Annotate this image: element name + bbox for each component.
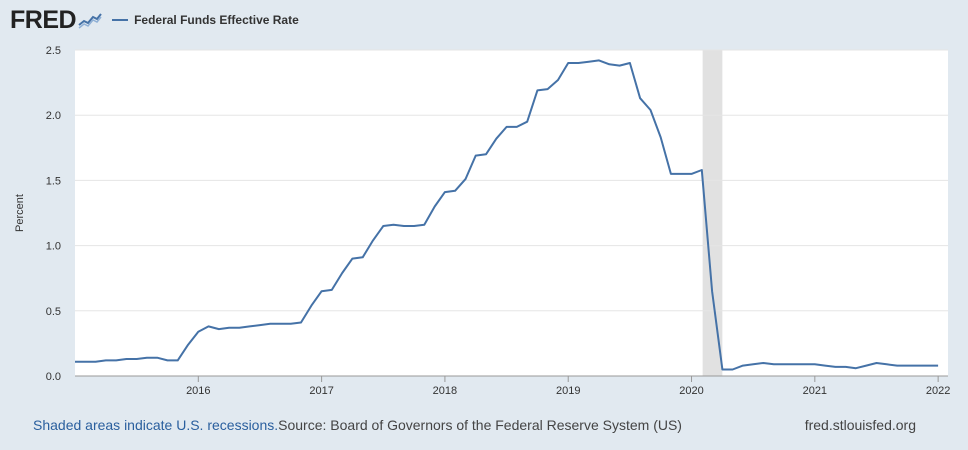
legend-line-swatch bbox=[112, 19, 129, 21]
y-tick-label: 0.5 bbox=[46, 306, 61, 318]
chart-footer: Shaded areas indicate U.S. recessions.So… bbox=[33, 417, 682, 433]
x-tick-label: 2017 bbox=[309, 385, 333, 397]
y-axis-title: Percent bbox=[14, 194, 26, 232]
series-layer bbox=[75, 59, 939, 371]
source-text: Source: Board of Governors of the Federa… bbox=[278, 417, 682, 433]
x-tick-label: 2020 bbox=[679, 385, 703, 397]
x-tick-label: 2021 bbox=[803, 385, 827, 397]
y-tick-label: 1.0 bbox=[46, 241, 61, 253]
recession-note-link[interactable]: Shaded areas indicate U.S. recessions. bbox=[33, 417, 279, 433]
x-tick-label: 2019 bbox=[556, 385, 580, 397]
x-tick-label: 2022 bbox=[926, 385, 950, 397]
plot-area bbox=[75, 50, 948, 376]
y-tick-label: 0.0 bbox=[46, 371, 61, 383]
y-tick-label: 2.5 bbox=[46, 45, 61, 57]
recession-layer bbox=[702, 50, 723, 376]
x-tick-label: 2018 bbox=[433, 385, 457, 397]
fred-logo-text: FRED bbox=[10, 5, 77, 34]
chart-legend: Federal Funds Effective Rate bbox=[112, 13, 299, 27]
series-line-fedfunds bbox=[75, 59, 939, 371]
line-chart: 0.00.51.01.52.02.5 2016 2017 2018 2019 2020 2… bbox=[14, 45, 950, 397]
gridlines bbox=[75, 49, 948, 312]
y-axis-ticks: 0.0 0.5 1.0 1.5 2.0 2.5 bbox=[46, 45, 61, 383]
y-tick-label: 1.5 bbox=[46, 175, 61, 187]
legend-series-label: Federal Funds Effective Rate bbox=[134, 13, 299, 27]
y-tick-label: 2.0 bbox=[46, 110, 61, 122]
recession-band bbox=[702, 50, 723, 376]
x-tick-label: 2016 bbox=[186, 385, 210, 397]
x-axis-ticks: 2016 2017 2018 2019 2020 2021 2022 bbox=[186, 376, 950, 397]
fred-logo[interactable]: FRED bbox=[10, 5, 103, 35]
trend-graph-icon bbox=[78, 11, 103, 29]
fred-url[interactable]: fred.stlouisfed.org bbox=[804, 417, 916, 433]
chart-header: FRED Federal Funds Effective Rate bbox=[10, 6, 299, 34]
